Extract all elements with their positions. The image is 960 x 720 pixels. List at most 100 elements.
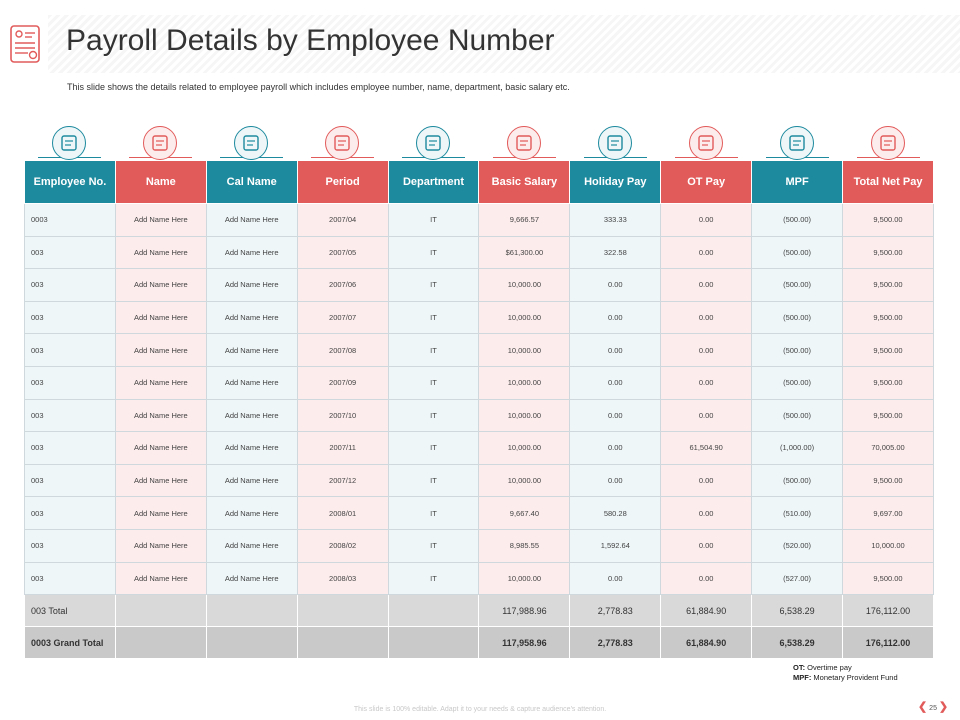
table-cell: (500.00) (751, 300, 844, 335)
column-icon-cell (752, 122, 843, 160)
table-cell: Add Name Here (114, 365, 207, 400)
table-row: 003 Add Name Here Add Name Here 2008/02 IT 8,… (24, 528, 934, 563)
table-cell: (1,000.00) (751, 431, 844, 465)
table-cell: Add Name Here (114, 268, 207, 302)
column-icon-cell (297, 122, 388, 160)
table-cell: 10,000.00 (478, 463, 571, 498)
table-cell: 003 (24, 463, 116, 498)
column-header: Holiday Pay (569, 160, 662, 204)
column-header: MPF (751, 160, 844, 204)
table-cell: 0.00 (569, 431, 662, 465)
table-cell (296, 594, 389, 628)
prev-slide-icon[interactable]: ❮ (918, 701, 928, 713)
table-cell: 9,500.00 (842, 235, 934, 270)
table-cell: IT (387, 300, 480, 335)
table-cell: 0.00 (660, 268, 753, 302)
table-cell: 0.00 (569, 561, 662, 596)
table-cell: 176,112.00 (842, 594, 934, 628)
column-icon-cell (570, 122, 661, 160)
table-cell: Add Name Here (114, 496, 207, 530)
column-icon-cell (206, 122, 297, 160)
table-row: 003 Add Name Here Add Name Here 2007/08 IT 10… (24, 333, 934, 367)
note-ot: OT: Overtime pay (793, 663, 852, 672)
footer-note: This slide is 100% editable. Adapt it to… (353, 706, 607, 713)
table-cell: Add Name Here (114, 235, 207, 270)
table-row: 003 Add Name Here Add Name Here 2008/01 IT 9,… (24, 496, 934, 530)
column-header: Period (296, 160, 389, 204)
table-cell: 0.00 (569, 333, 662, 367)
table-cell: 2,778.83 (569, 594, 662, 628)
table-cell: Add Name Here (205, 398, 298, 433)
table-cell: 0.00 (569, 268, 662, 302)
table-cell (114, 626, 207, 660)
table-cell: 2007/11 (296, 431, 389, 465)
table-cell: 003 Total (24, 594, 116, 628)
table-cell: 176,112.00 (842, 626, 934, 660)
column-icons-row (24, 122, 934, 160)
table-cell: 9,500.00 (842, 300, 934, 335)
column-header: Total Net Pay (842, 160, 934, 204)
next-slide-icon[interactable]: ❯ (938, 701, 949, 713)
table-cell: IT (387, 268, 480, 302)
table-cell: 0003 Grand Total (24, 626, 116, 660)
table-cell: 10,000.00 (478, 431, 571, 465)
column-icon-cell (661, 122, 752, 160)
payroll-document-icon (10, 25, 40, 63)
table-cell: 003 (24, 333, 116, 367)
table-cell: (500.00) (751, 203, 844, 237)
table-cell (114, 594, 207, 628)
abbreviation-notes: OT: Overtime pay MPF: Monetary Provident… (793, 663, 898, 683)
column-header: Employee No. (24, 160, 116, 204)
note-mpf: MPF: Monetary Provident Fund (793, 673, 898, 682)
table-cell (387, 594, 480, 628)
table-cell: 8,985.55 (478, 528, 571, 563)
id-badge-icon (234, 126, 268, 160)
table-cell: (500.00) (751, 235, 844, 270)
table-row: 003 Add Name Here Add Name Here 2007/11 IT 10… (24, 431, 934, 465)
table-body: 0003 Add Name Here Add Name Here 2007/04 IT 9… (24, 203, 934, 660)
table-cell: 2007/09 (296, 365, 389, 400)
column-icon-cell (115, 122, 206, 160)
table-cell: 0.00 (569, 300, 662, 335)
table-cell: Add Name Here (114, 528, 207, 563)
column-icon-cell (843, 122, 934, 160)
table-cell: IT (387, 528, 480, 563)
table-cell: 6,538.29 (751, 626, 844, 660)
page-subtitle: This slide shows the details related to … (67, 82, 570, 92)
table-cell: 003 (24, 431, 116, 465)
table-cell: 1,592.64 (569, 528, 662, 563)
table-cell (205, 626, 298, 660)
column-header: Basic Salary (478, 160, 571, 204)
table-cell: 9,500.00 (842, 333, 934, 367)
title-band (48, 15, 960, 73)
table-cell: 2,778.83 (569, 626, 662, 660)
table-row: 003 Add Name Here Add Name Here 2007/09 IT 10… (24, 365, 934, 400)
table-cell: 2008/02 (296, 528, 389, 563)
table-row: 003 Add Name Here Add Name Here 2008/03 IT 10… (24, 561, 934, 596)
table-cell: (500.00) (751, 333, 844, 367)
table-cell: 003 (24, 528, 116, 563)
table-cell: Add Name Here (205, 463, 298, 498)
table-cell: IT (387, 398, 480, 433)
table-cell: 2007/07 (296, 300, 389, 335)
table-cell: IT (387, 333, 480, 367)
table-cell: IT (387, 365, 480, 400)
table-cell: 0003 (24, 203, 116, 237)
table-cell: 0.00 (569, 463, 662, 498)
table-cell: 003 (24, 398, 116, 433)
table-cell: 003 (24, 268, 116, 302)
table-cell: (500.00) (751, 398, 844, 433)
table-cell: 6,538.29 (751, 594, 844, 628)
table-row: 003 Add Name Here Add Name Here 2007/10 IT 10… (24, 398, 934, 433)
table-cell: 9,500.00 (842, 365, 934, 400)
employee-desk-icon (507, 126, 541, 160)
table-cell: 0.00 (660, 398, 753, 433)
table-cell: Add Name Here (205, 561, 298, 596)
table-cell: IT (387, 431, 480, 465)
table-row: 0003 Add Name Here Add Name Here 2007/04 IT 9… (24, 203, 934, 237)
column-header: Name (114, 160, 207, 204)
table-cell: 0.00 (660, 528, 753, 563)
table-cell: 0.00 (660, 365, 753, 400)
table-row: 003 Add Name Here Add Name Here 2007/06 IT 10… (24, 268, 934, 302)
table-cell: 117,988.96 (478, 594, 571, 628)
